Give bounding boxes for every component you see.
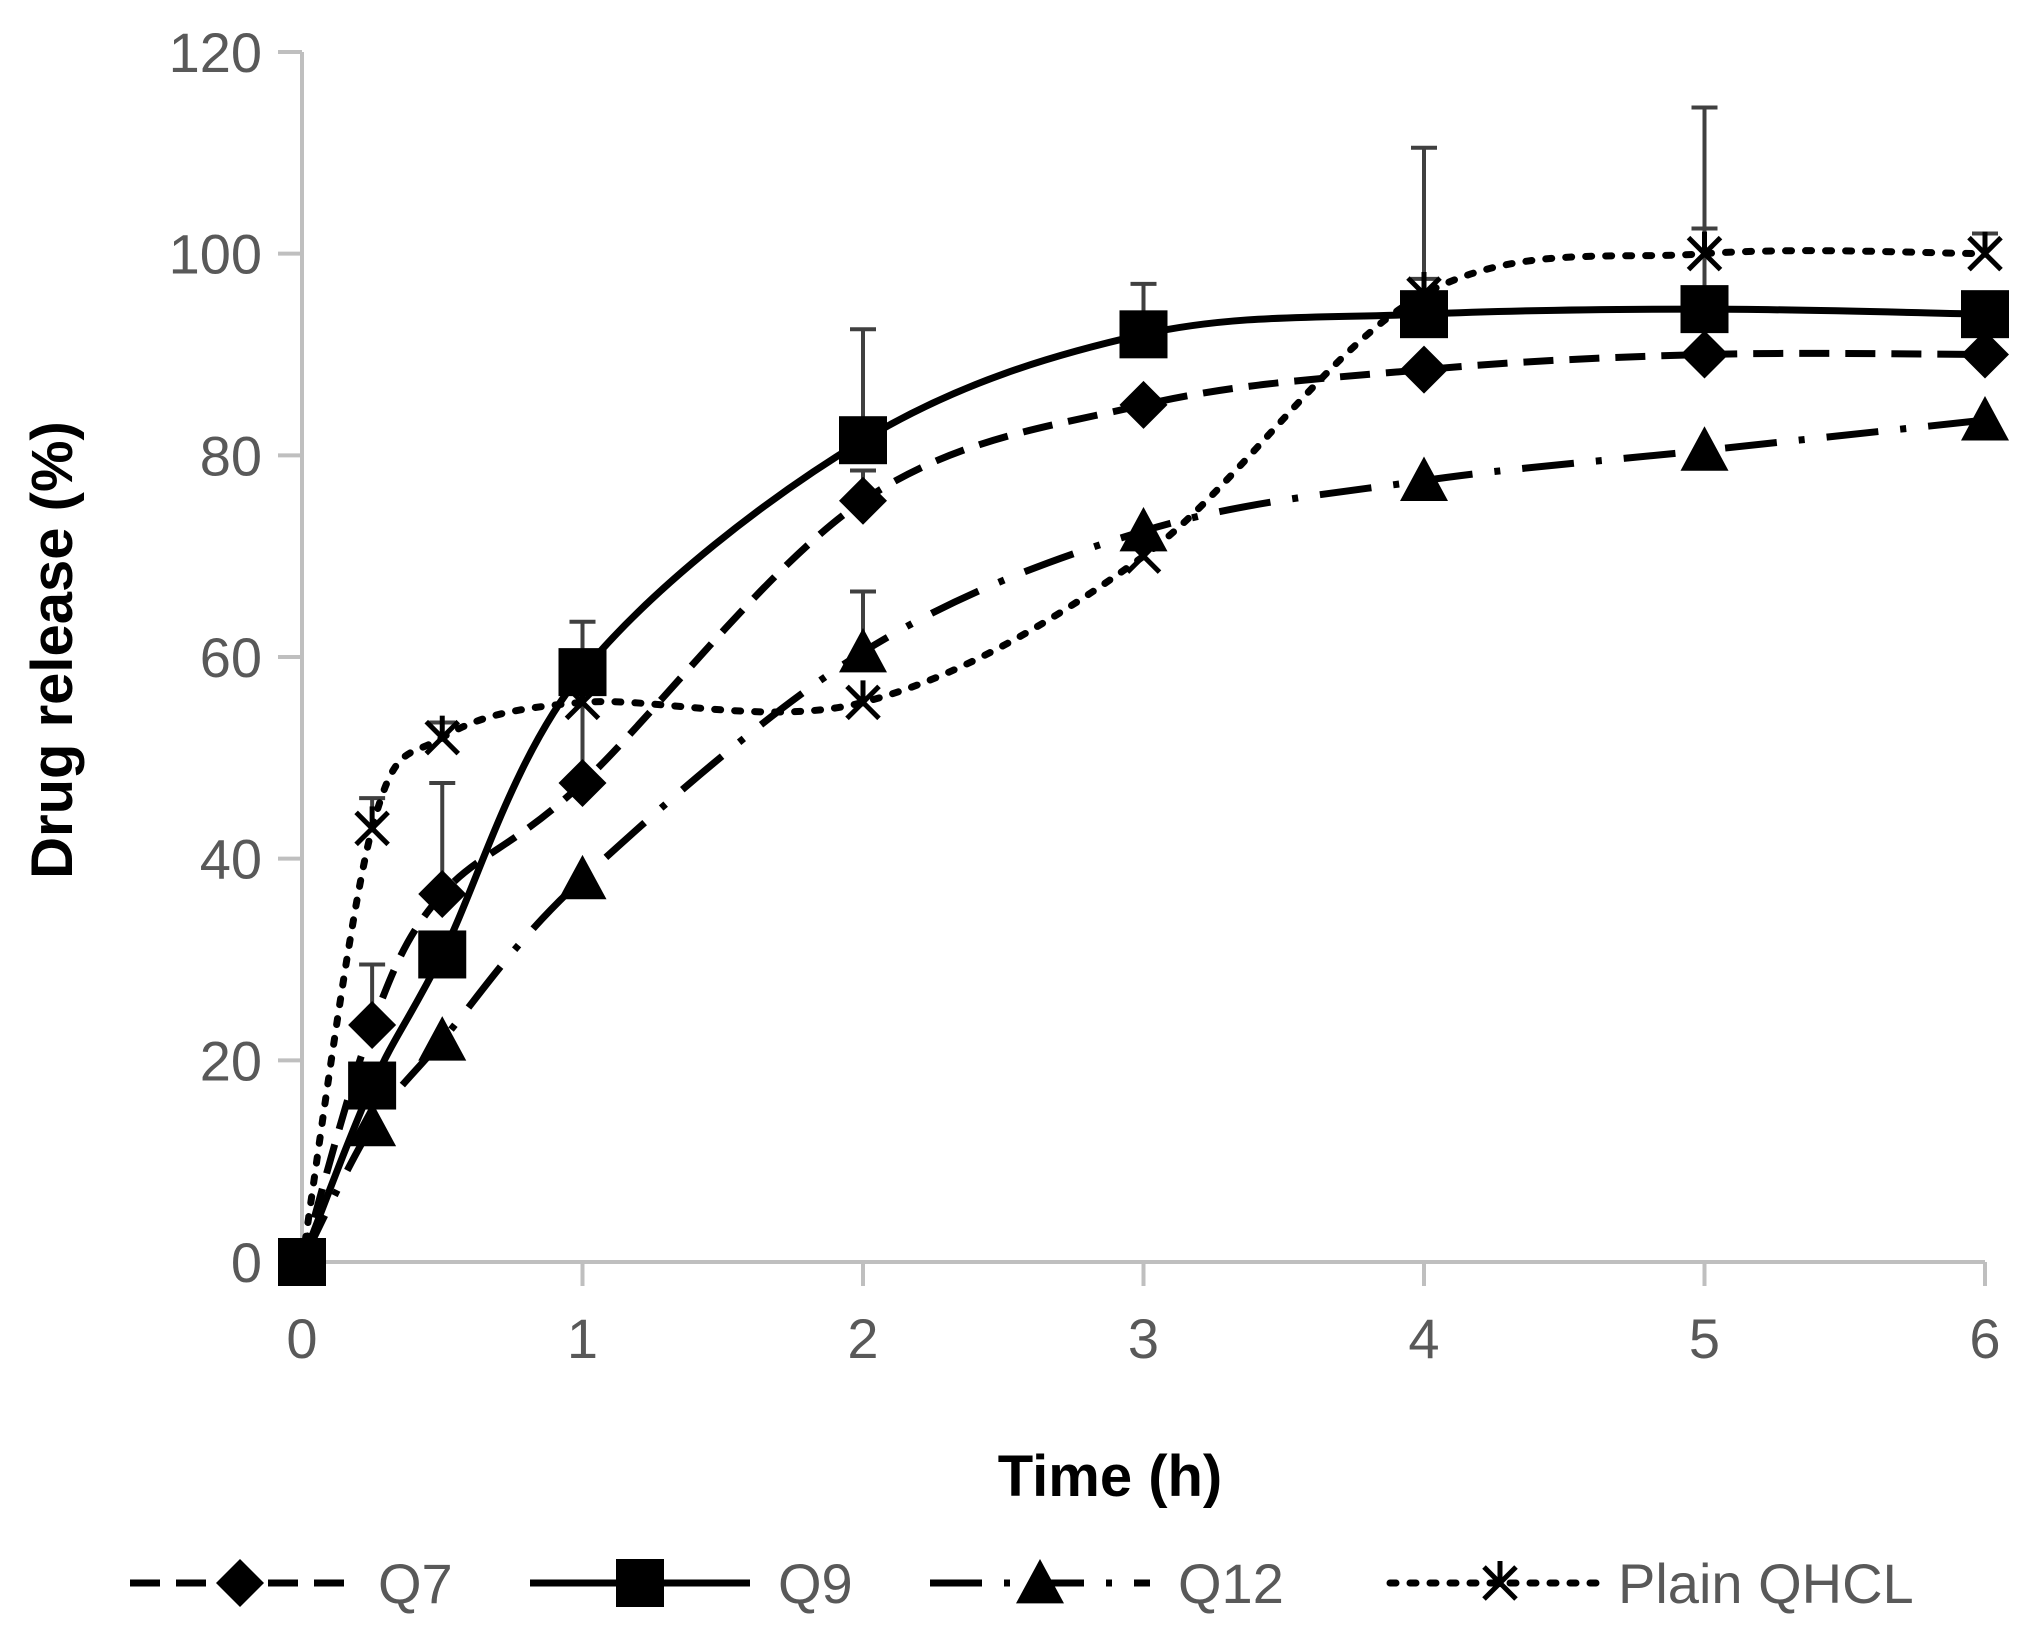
axes (278, 50, 1987, 1286)
y-tick-label: 0 (231, 1231, 262, 1294)
marker-plain-qhcl (1406, 272, 1442, 312)
marker-q9 (1961, 290, 2009, 339)
marker-q9 (839, 416, 887, 465)
error-bar-q9 (1691, 105, 1718, 310)
y-tick-label: 40 (200, 828, 262, 891)
marker-plain-qhcl (354, 806, 390, 847)
data-markers (278, 231, 2009, 1286)
x-tick-label: 4 (1408, 1307, 1439, 1370)
marker-q7 (558, 759, 607, 808)
legend-label-plain-qhcl: Plain QHCL (1618, 1552, 1914, 1615)
y-tick-label: 120 (169, 21, 262, 84)
x-tick-label: 6 (1969, 1307, 2000, 1370)
marker-q12 (418, 1016, 467, 1061)
error-bars (359, 105, 1998, 1026)
marker-plain-qhcl (424, 715, 461, 756)
marker-q7 (418, 869, 467, 918)
legend-label-q12: Q12 (1178, 1552, 1284, 1615)
marker-q7 (1961, 330, 2009, 379)
x-tick-label: 0 (286, 1307, 317, 1370)
marker-q12 (558, 854, 607, 900)
marker-q9 (1400, 290, 1448, 339)
marker-plain-qhcl (1125, 534, 1162, 574)
legend-entry-q9: Q9 (530, 1552, 853, 1615)
marker-q7 (839, 476, 887, 525)
marker-q7 (1119, 380, 1168, 429)
series-line-q7 (298, 349, 1986, 1263)
legend-entry-q7: Q7 (130, 1552, 453, 1615)
x-tick-label: 2 (847, 1307, 878, 1370)
marker-q9 (1119, 310, 1168, 359)
y-tick-label: 20 (200, 1029, 262, 1092)
marker-q9 (418, 930, 467, 979)
legend-label-q7: Q7 (378, 1552, 453, 1615)
legend-marker-q12 (1016, 1559, 1064, 1604)
y-tick-labels: 0 20 40 60 80 100 120 (169, 21, 262, 1294)
legend-entry-plain-qhcl: Plain QHCL (1386, 1552, 1914, 1615)
y-tick-label: 60 (200, 626, 262, 689)
x-tick-label: 1 (567, 1307, 598, 1370)
marker-q12 (1119, 506, 1168, 552)
marker-plain-qhcl (1686, 231, 1723, 272)
series-line-plain-qhcl (298, 247, 1989, 1266)
legend-marker-q9 (616, 1559, 664, 1607)
legend-entry-q12: Q12 (930, 1552, 1284, 1615)
marker-q12 (348, 1101, 397, 1147)
legend-label-q9: Q9 (778, 1552, 853, 1615)
marker-plain-qhcl (564, 680, 601, 721)
legend: Q7 Q9 Q12 Plain QHCL (130, 1552, 1914, 1615)
marker-q7 (1680, 330, 1729, 379)
marker-plain-qhcl (845, 680, 881, 721)
marker-q7 (1400, 345, 1448, 394)
x-axis-title: Time (h) (998, 1444, 1223, 1509)
y-tick-label: 80 (200, 424, 262, 487)
marker-q9 (1680, 285, 1729, 334)
legend-marker-plain-qhcl (1482, 1561, 1518, 1601)
marker-q12 (1961, 396, 2009, 441)
marker-q12 (1680, 426, 1729, 471)
marker-q9 (348, 1061, 397, 1110)
marker-plain-qhcl (284, 1240, 320, 1280)
y-tick-label: 100 (169, 223, 262, 286)
marker-q12 (839, 627, 887, 673)
marker-q7 (348, 1001, 397, 1050)
series-line-q12 (298, 416, 1986, 1264)
marker-q12 (1400, 456, 1448, 501)
x-tick-label: 3 (1128, 1307, 1159, 1370)
x-tick-labels: 0 1 2 3 4 5 6 (286, 1307, 2000, 1370)
marker-plain-qhcl (1967, 231, 2003, 272)
series-line-q9 (298, 305, 1986, 1264)
legend-marker-q7 (216, 1559, 264, 1607)
y-axis-title: Drug release (%) (20, 421, 85, 879)
x-tick-label: 5 (1689, 1307, 1720, 1370)
